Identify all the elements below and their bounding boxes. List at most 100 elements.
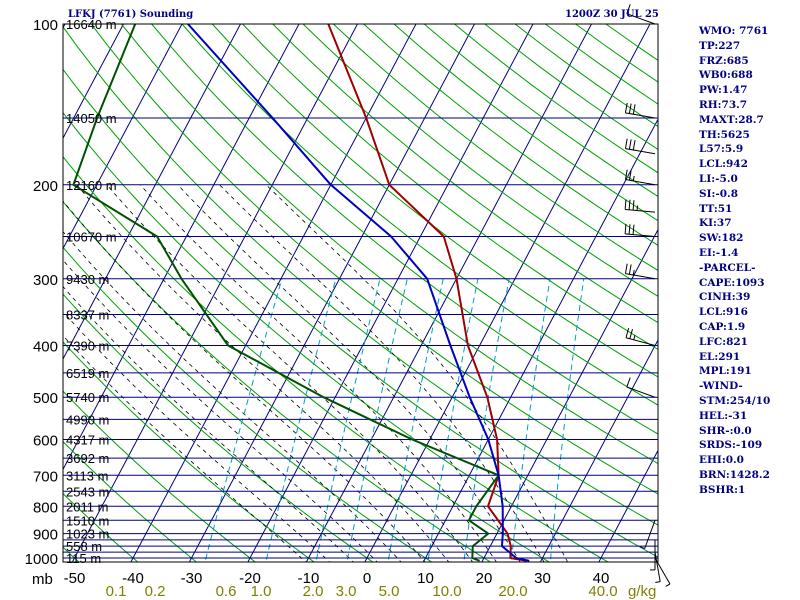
- wind-barb-flag: [626, 377, 631, 388]
- height-label: 2011 m: [66, 499, 108, 514]
- pressure-tick-label: 1000: [25, 551, 58, 568]
- dry-adiabat-line: [63, 390, 257, 562]
- wind-barb: [624, 138, 656, 155]
- wind-barb-flag: [624, 199, 627, 210]
- isotherm-line: [247, 24, 534, 562]
- mixing-ratio-tick-label: 0.6: [216, 583, 237, 600]
- dry-adiabat-line: [333, 24, 658, 272]
- isotherm-line: [481, 228, 658, 562]
- isotherm-line: [0, 12, 13, 569]
- index-line: MPL:191: [699, 365, 752, 378]
- height-label: 8337 m: [66, 308, 109, 323]
- wind-barb-flag: [628, 199, 631, 210]
- mixing-ratio-line: [204, 278, 283, 562]
- pressure-tick-label: 100: [33, 17, 58, 34]
- dry-adiabat-line: [63, 341, 315, 562]
- wind-barb: [624, 199, 656, 213]
- index-line: LFC:821: [699, 335, 748, 348]
- height-label: 1023 m: [66, 527, 109, 542]
- wind-barb: [626, 4, 656, 25]
- wind-barb-staff: [625, 337, 656, 346]
- background-grid: [0, 12, 658, 569]
- mixing-ratio-line: [510, 278, 551, 562]
- pressure-tick-label: 800: [33, 499, 58, 516]
- mixing-ratio-tick-label: 10.0: [432, 583, 461, 600]
- isotherm-line: [63, 24, 300, 471]
- wind-barb-staff: [625, 233, 656, 237]
- wind-barb-flag: [624, 169, 628, 180]
- pressure-tick-label: 400: [33, 339, 58, 356]
- dewpoint-trace: [72, 24, 500, 562]
- index-line: MAXT:28.7: [699, 113, 764, 126]
- wind-barb-staff: [626, 13, 656, 25]
- isotherm-line: [598, 449, 658, 562]
- sounding-profiles: [72, 24, 530, 562]
- wind-barb-half-flag: [639, 546, 645, 549]
- dry-adiabat-line: [63, 26, 658, 526]
- index-line: SW:182: [699, 232, 744, 245]
- dry-adiabat-line: [63, 293, 374, 562]
- dry-adiabat-line: [63, 68, 658, 558]
- index-line: LCL:916: [699, 306, 748, 319]
- isotherm-line: [305, 24, 593, 562]
- isotherm-line: [63, 24, 183, 250]
- moist-adiabat-line: [265, 184, 569, 562]
- pressure-tick-label: 500: [33, 390, 58, 407]
- mixing-ratio-tick-label: 3.0: [336, 583, 357, 600]
- dry-adiabat-line: [211, 24, 658, 378]
- index-line: -WIND-: [699, 380, 743, 393]
- wind-barb-half-flag: [632, 175, 635, 182]
- height-label: 558 m: [66, 539, 102, 554]
- mixing-ratio-tick-label: 40.0: [588, 583, 617, 600]
- mixing-ratio-unit-label: g/kg: [628, 583, 656, 600]
- wind-barb-flag: [628, 264, 632, 275]
- dry-adiabat-line: [63, 492, 139, 562]
- mixing-ratio-line: [427, 278, 479, 562]
- index-line: LI:-5.0: [699, 172, 738, 185]
- wind-barb-half-flag: [665, 583, 671, 587]
- temperature-tick-label: -40: [122, 570, 144, 587]
- pressure-tick-label: 900: [33, 527, 58, 544]
- index-line: TH:5625: [699, 128, 750, 141]
- plot-frame: [62, 23, 659, 563]
- height-label: 4317 m: [66, 433, 109, 448]
- wind-barb-flag: [625, 327, 630, 338]
- index-line: SRDS:-109: [699, 439, 763, 452]
- height-label: 3692 m: [66, 451, 109, 466]
- pressure-tick-label: 600: [33, 433, 58, 450]
- wind-barb-staff: [625, 273, 656, 280]
- wind-barb-flag: [632, 104, 636, 115]
- index-line: LCL:942: [699, 158, 748, 171]
- dry-adiabat-line: [363, 24, 658, 246]
- wind-barb-flag: [624, 223, 627, 234]
- wind-barb-half-flag: [632, 269, 635, 276]
- observation-time: 1200Z 30 JUL 25: [565, 9, 659, 20]
- index-line: BRN:1428.2: [699, 468, 770, 481]
- moist-adiabat-line: [63, 335, 307, 562]
- dry-adiabat-line: [90, 24, 658, 495]
- mixing-ratio-tick-label: 1.0: [251, 583, 272, 600]
- temperature-tick-label: 0: [363, 570, 371, 587]
- index-line: EI:-1.4: [699, 246, 739, 259]
- wind-barb-flag: [624, 102, 628, 113]
- height-label: 3113 m: [66, 468, 108, 483]
- isotherm-line: [422, 118, 658, 562]
- height-label: 16640 m: [66, 17, 117, 32]
- parcel-trace: [187, 24, 530, 562]
- index-line: EHI:0.0: [699, 454, 744, 467]
- wind-barb: [625, 327, 656, 346]
- moist-adiabat-line: [63, 200, 426, 562]
- moist-adiabat-line: [76, 184, 450, 562]
- dry-adiabat-line: [242, 24, 658, 351]
- wind-barb-staff: [625, 112, 656, 119]
- temperature-tick-label: 30: [534, 570, 551, 587]
- dry-adiabat-line: [63, 111, 609, 562]
- mixing-ratio-tick-label: 5.0: [379, 583, 400, 600]
- temperature-tick-label: 10: [417, 570, 434, 587]
- stability-index-panel: WMO: 7761 TP:227 FRZ:685 WB0:688 PW:1.47 RH:7…: [699, 24, 799, 498]
- height-label: 9430 m: [66, 272, 109, 287]
- height-label: 6519 m: [66, 366, 109, 381]
- moist-adiabat-line: [63, 311, 331, 562]
- moist-adiabat-line: [177, 184, 521, 562]
- wind-barb: [626, 377, 656, 398]
